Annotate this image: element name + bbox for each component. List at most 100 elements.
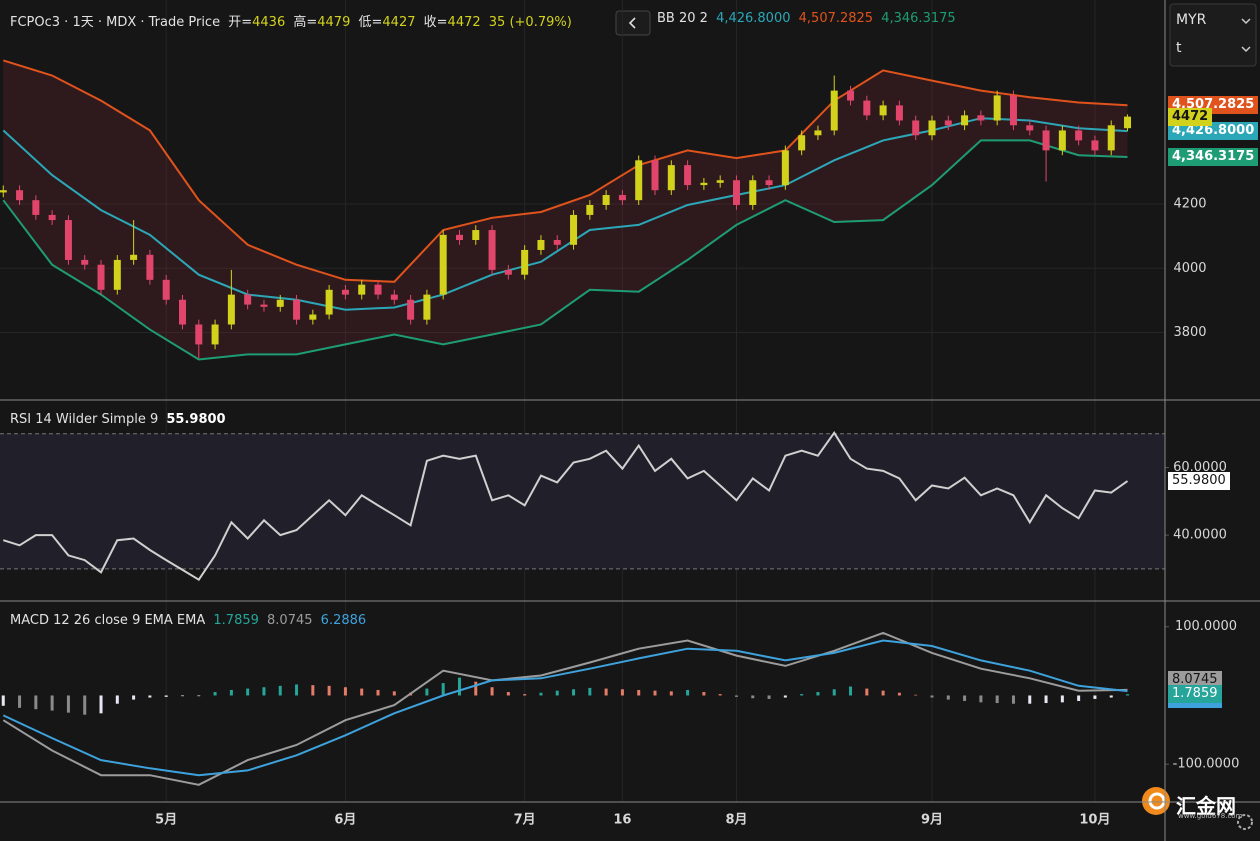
macd-histogram-bar bbox=[34, 695, 38, 710]
candle-body bbox=[635, 160, 643, 201]
y-tick-label: 100.0000 bbox=[1175, 619, 1237, 634]
macd-histogram-bar bbox=[946, 695, 950, 700]
candle-body bbox=[325, 289, 333, 315]
x-tick-label: 5月 bbox=[155, 813, 177, 828]
macd-histogram-bar bbox=[881, 690, 885, 696]
y-tick-label: 4000 bbox=[1173, 261, 1206, 276]
candle-body bbox=[1042, 130, 1050, 151]
bb-value: 4,346.3175 bbox=[881, 11, 956, 26]
candle-body bbox=[244, 294, 252, 305]
candle-body bbox=[961, 115, 969, 126]
ohlc-label: 开= bbox=[228, 15, 253, 30]
unit-selector[interactable]: t bbox=[1176, 40, 1182, 56]
macd-histogram-bar bbox=[262, 687, 266, 696]
macd-histogram-bar bbox=[914, 694, 918, 696]
candle-body bbox=[97, 264, 105, 290]
x-tick-label: 16 bbox=[613, 813, 631, 828]
macd-histogram-bar bbox=[1044, 695, 1048, 704]
macd-histogram-bar bbox=[783, 695, 787, 698]
candle-body bbox=[993, 95, 1001, 121]
macd-histogram-bar bbox=[311, 685, 315, 696]
rsi-title: RSI 14 Wilder Simple 9 bbox=[10, 412, 159, 427]
candle-body bbox=[390, 294, 398, 300]
ohlc-value: 4479 bbox=[317, 15, 351, 30]
settings-icon[interactable] bbox=[1237, 814, 1253, 830]
macd-histogram-bar bbox=[425, 688, 429, 696]
macd-histogram-bar bbox=[751, 695, 755, 699]
macd-histogram-bar bbox=[1011, 695, 1015, 704]
macd-title: MACD 12 26 close 9 EMA EMA bbox=[10, 613, 206, 628]
bb-value: 4,426.8000 bbox=[716, 11, 791, 26]
ohlc-label: 高= bbox=[293, 15, 318, 30]
rsi-legend: RSI 14 Wilder Simple 9 55.9800 bbox=[10, 412, 230, 427]
candle-body bbox=[879, 105, 887, 116]
candle-body bbox=[570, 214, 578, 245]
macd-histogram-bar bbox=[669, 691, 673, 696]
macd-histogram-bar bbox=[718, 694, 722, 696]
rsi-value: 55.9800 bbox=[166, 412, 226, 427]
macd-histogram-bar bbox=[1, 695, 5, 706]
candle-body bbox=[732, 180, 740, 205]
candle-body bbox=[912, 120, 920, 136]
candle-body bbox=[211, 324, 219, 345]
x-tick-label: 9月 bbox=[921, 813, 943, 828]
macd-histogram-bar bbox=[1028, 695, 1032, 704]
collapse-button[interactable] bbox=[615, 10, 651, 36]
candle-body bbox=[1075, 130, 1083, 141]
macd-histogram-bar bbox=[164, 695, 168, 697]
macd-histogram-bar bbox=[148, 695, 152, 698]
candle-body bbox=[586, 204, 594, 215]
bb-value: 4,507.2825 bbox=[798, 11, 874, 26]
candle-body bbox=[309, 314, 317, 320]
symbol-title: FCPOc3 · 1天 · MDX · Trade Price bbox=[10, 15, 221, 30]
logo-mark bbox=[1148, 792, 1166, 810]
price-badge: 1.7859 bbox=[1168, 685, 1222, 704]
macd-histogram-bar bbox=[734, 695, 738, 697]
change-label: 35 (+0.79%) bbox=[488, 15, 572, 30]
macd-value: 8.0745 bbox=[267, 613, 313, 628]
candle-body bbox=[618, 195, 626, 201]
macd-histogram-bar bbox=[441, 683, 445, 696]
candle-body bbox=[1107, 125, 1115, 151]
candle-body bbox=[537, 240, 545, 250]
macd-histogram-bar bbox=[620, 689, 624, 696]
macd-histogram-bar bbox=[474, 681, 478, 696]
candle-body bbox=[276, 299, 284, 307]
macd-histogram-bar bbox=[213, 692, 217, 696]
candle-body bbox=[863, 100, 871, 116]
candle-body bbox=[847, 90, 855, 101]
macd-histogram-bar bbox=[180, 695, 184, 697]
macd-histogram-bar bbox=[1126, 694, 1130, 696]
macd-histogram-bar bbox=[767, 695, 771, 699]
candle-body bbox=[1091, 140, 1099, 151]
candle-body bbox=[553, 240, 561, 245]
candle-body bbox=[472, 230, 480, 240]
macd-histogram-bar bbox=[702, 692, 706, 696]
price-legend: FCPOc3 · 1天 · MDX · Trade Price 开=4436 高… bbox=[10, 11, 576, 30]
price-badge: 4,346.3175 bbox=[1168, 148, 1259, 166]
candle-body bbox=[407, 299, 415, 320]
candle-body bbox=[488, 230, 496, 270]
macd-histogram-bar bbox=[1077, 695, 1081, 701]
candle-body bbox=[48, 214, 56, 221]
macd-histogram-bar bbox=[1109, 695, 1113, 698]
x-tick-label: 7月 bbox=[514, 813, 536, 828]
macd-histogram-bar bbox=[865, 688, 869, 696]
selector-box bbox=[1169, 3, 1257, 67]
candle-body bbox=[765, 180, 773, 186]
candle-body bbox=[227, 294, 235, 325]
candle-body bbox=[521, 249, 529, 275]
candle-body bbox=[1058, 130, 1066, 151]
watermark-name: 汇金网 bbox=[1176, 794, 1236, 818]
y-tick-label: 60.0000 bbox=[1173, 460, 1227, 475]
currency-selector[interactable]: MYR bbox=[1176, 12, 1207, 28]
macd-histogram-bar bbox=[604, 688, 608, 696]
candle-body bbox=[895, 105, 903, 121]
candle-body bbox=[1026, 125, 1034, 131]
macd-histogram-bar bbox=[539, 692, 543, 696]
candle-body bbox=[16, 190, 24, 201]
macd-histogram-bar bbox=[490, 687, 494, 696]
ohlc-label: 收= bbox=[423, 15, 448, 30]
logo bbox=[1142, 787, 1170, 815]
